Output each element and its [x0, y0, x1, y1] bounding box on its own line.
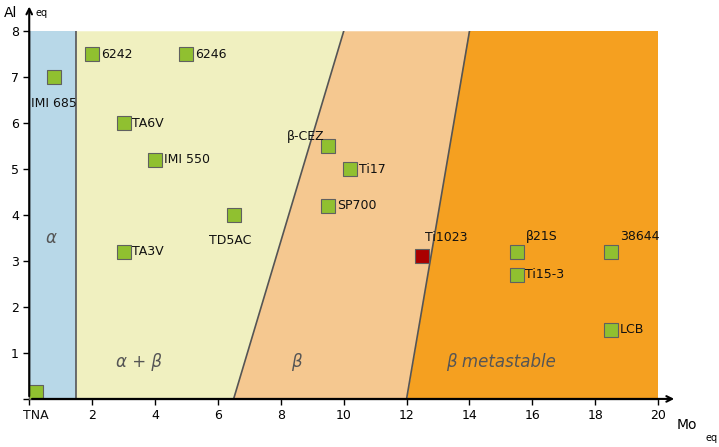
- Polygon shape: [234, 31, 470, 399]
- Text: 6246: 6246: [196, 48, 226, 61]
- Polygon shape: [29, 31, 76, 399]
- Text: β-CEZ: β-CEZ: [287, 130, 325, 143]
- Text: SP700: SP700: [336, 199, 376, 212]
- Text: Mo: Mo: [677, 417, 697, 432]
- Polygon shape: [406, 31, 658, 399]
- Text: β metastable: β metastable: [446, 353, 556, 371]
- Text: Al: Al: [4, 6, 17, 20]
- Text: eq: eq: [705, 433, 718, 443]
- Text: IMI 550: IMI 550: [164, 153, 210, 166]
- Text: TA3V: TA3V: [132, 245, 164, 258]
- Text: LCB: LCB: [620, 324, 644, 337]
- Text: eq: eq: [35, 8, 47, 18]
- Text: 6242: 6242: [101, 48, 132, 61]
- Text: TA6V: TA6V: [132, 117, 164, 130]
- Text: TNA: TNA: [23, 409, 48, 422]
- Text: Ti15-3: Ti15-3: [526, 268, 564, 281]
- Text: β: β: [291, 353, 302, 371]
- Text: TD5AC: TD5AC: [209, 234, 252, 247]
- Text: α + β: α + β: [116, 353, 162, 371]
- Text: 38644: 38644: [620, 230, 659, 243]
- Text: α: α: [46, 229, 57, 247]
- Text: Ti1023: Ti1023: [426, 231, 468, 244]
- Text: Ti17: Ti17: [359, 163, 385, 176]
- Polygon shape: [76, 31, 344, 399]
- Text: β21S: β21S: [526, 230, 557, 243]
- Text: IMI 685: IMI 685: [32, 97, 78, 110]
